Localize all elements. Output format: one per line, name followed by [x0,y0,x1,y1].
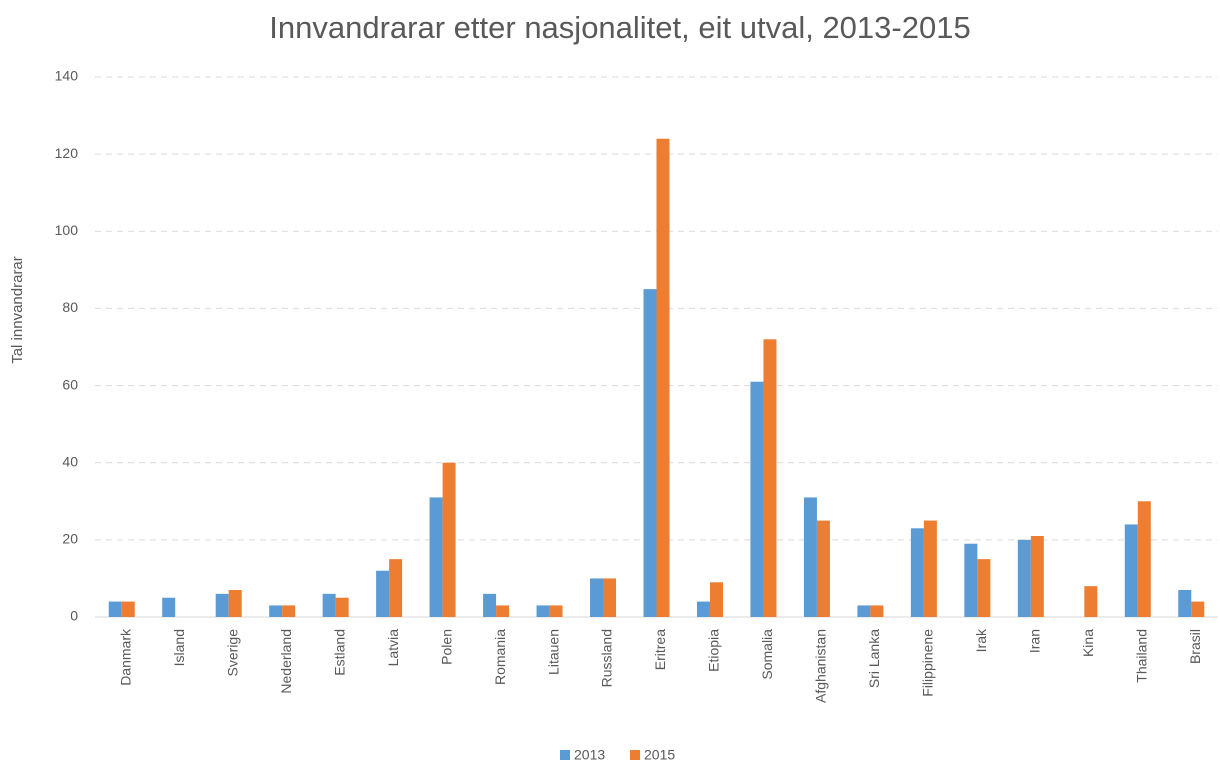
bar [643,289,657,617]
x-tick-label: Sverige [224,629,240,677]
x-tick-label: Filippinene [920,629,936,697]
x-tick-label: Sri Lanka [866,629,882,688]
bar [964,543,978,617]
x-tick-label: Etiopia [706,629,722,672]
legend-label: 2013 [574,747,605,762]
x-tick-label: Estland [331,629,347,676]
y-tick-label: 60 [62,376,78,392]
bar [696,601,710,617]
y-tick-label: 40 [62,453,78,469]
x-tick-label: Iran [1027,629,1043,653]
bar [376,570,390,617]
bar [1178,590,1192,617]
bar [215,593,229,617]
x-tick-label: Thailand [1133,629,1149,683]
legend-swatch [560,750,570,760]
bar [803,497,817,617]
bar [709,582,723,617]
bar [910,528,924,617]
bar [389,559,403,617]
x-tick-label: Afghanistan [813,629,829,703]
x-tick-label: Latvia [385,629,401,667]
x-tick-label: Irak [973,628,989,652]
bar [1137,501,1151,617]
bar [228,590,242,617]
x-tick-label: Nederland [278,629,294,694]
bar [335,597,349,617]
bar [870,605,884,617]
bar [1084,586,1098,617]
y-tick-label: 20 [62,531,78,547]
chart-title: Innvandrarar etter nasjonalitet, eit utv… [269,10,970,45]
legend-swatch [630,750,640,760]
x-tick-label: Eritrea [652,629,668,670]
x-tick-label: Island [171,629,187,666]
bar [108,601,122,617]
x-tick-label: Polen [438,629,454,665]
bar [536,605,550,617]
bar [442,462,456,617]
bar [590,578,604,617]
x-tick-label: Brasil [1187,629,1203,664]
y-axis-label: Tal innvandrarar [9,256,26,364]
y-tick-label: 0 [70,608,78,624]
bar [1124,524,1138,617]
y-tick-label: 80 [62,299,78,315]
x-tick-label: Danmark [117,628,133,686]
x-tick-label: Somalia [759,629,775,680]
bar [483,593,497,617]
bar [429,497,443,617]
bar [121,601,135,617]
bar [1191,601,1205,617]
bar [977,559,991,617]
bar [857,605,871,617]
bar [496,605,510,617]
bar [1030,536,1044,617]
x-tick-label: Romania [492,629,508,685]
bar [162,597,176,617]
y-tick-label: 100 [55,222,79,238]
bar [656,138,670,617]
bar [603,578,617,617]
y-tick-label: 140 [55,68,79,84]
legend-label: 2015 [644,747,675,762]
bar [816,520,830,617]
bar [763,339,777,617]
bar [923,520,937,617]
bar [269,605,283,617]
y-tick-label: 120 [55,145,79,161]
x-tick-label: Litauen [545,629,561,675]
x-tick-label: Kina [1080,629,1096,657]
bar [322,593,336,617]
bar [1017,539,1031,617]
bar [549,605,563,617]
bar [750,381,764,617]
bar [282,605,296,617]
x-tick-label: Russland [599,629,615,687]
